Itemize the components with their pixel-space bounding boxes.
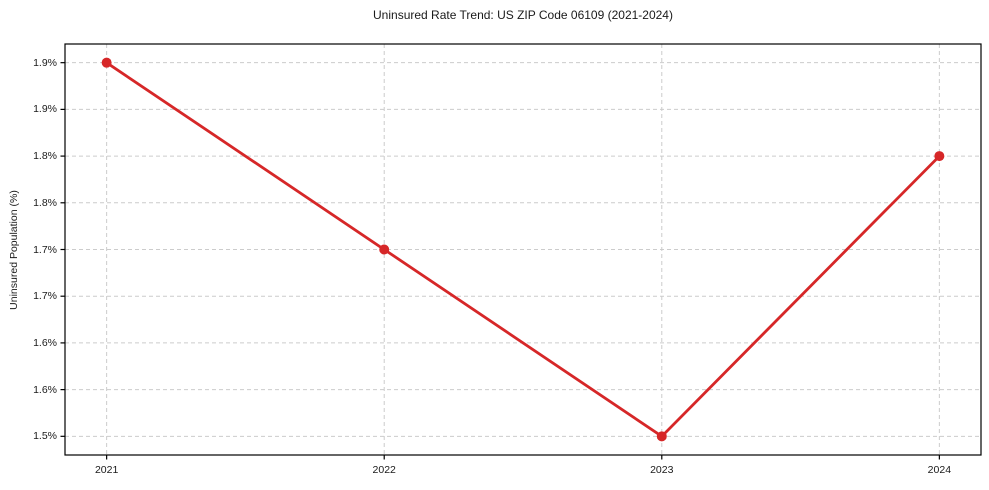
- data-point-marker: [101, 57, 112, 68]
- x-tick-label: 2022: [372, 464, 396, 476]
- y-tick-label: 1.7%: [33, 290, 57, 303]
- y-tick-label: 1.7%: [33, 243, 57, 256]
- plot-frame: [64, 43, 982, 456]
- y-tick-label: 1.6%: [33, 336, 57, 349]
- data-point-marker: [379, 244, 390, 255]
- y-tick-label: 1.6%: [33, 383, 57, 396]
- data-point-marker: [656, 431, 667, 442]
- series-line: [105, 61, 941, 439]
- x-tick-label: 2024: [927, 464, 952, 476]
- y-tick-label: 1.9%: [33, 56, 57, 69]
- y-tick-label: 1.8%: [33, 150, 57, 163]
- chart-title: Uninsured Rate Trend: US ZIP Code 06109 …: [373, 8, 673, 22]
- x-tick-label: 2023: [650, 464, 674, 476]
- x-tick-label: 2021: [94, 464, 119, 476]
- data-point-marker: [934, 151, 945, 162]
- y-tick-label: 1.9%: [33, 103, 57, 116]
- y-tick-label: 1.8%: [33, 196, 57, 209]
- y-tick-label: 1.5%: [33, 430, 57, 443]
